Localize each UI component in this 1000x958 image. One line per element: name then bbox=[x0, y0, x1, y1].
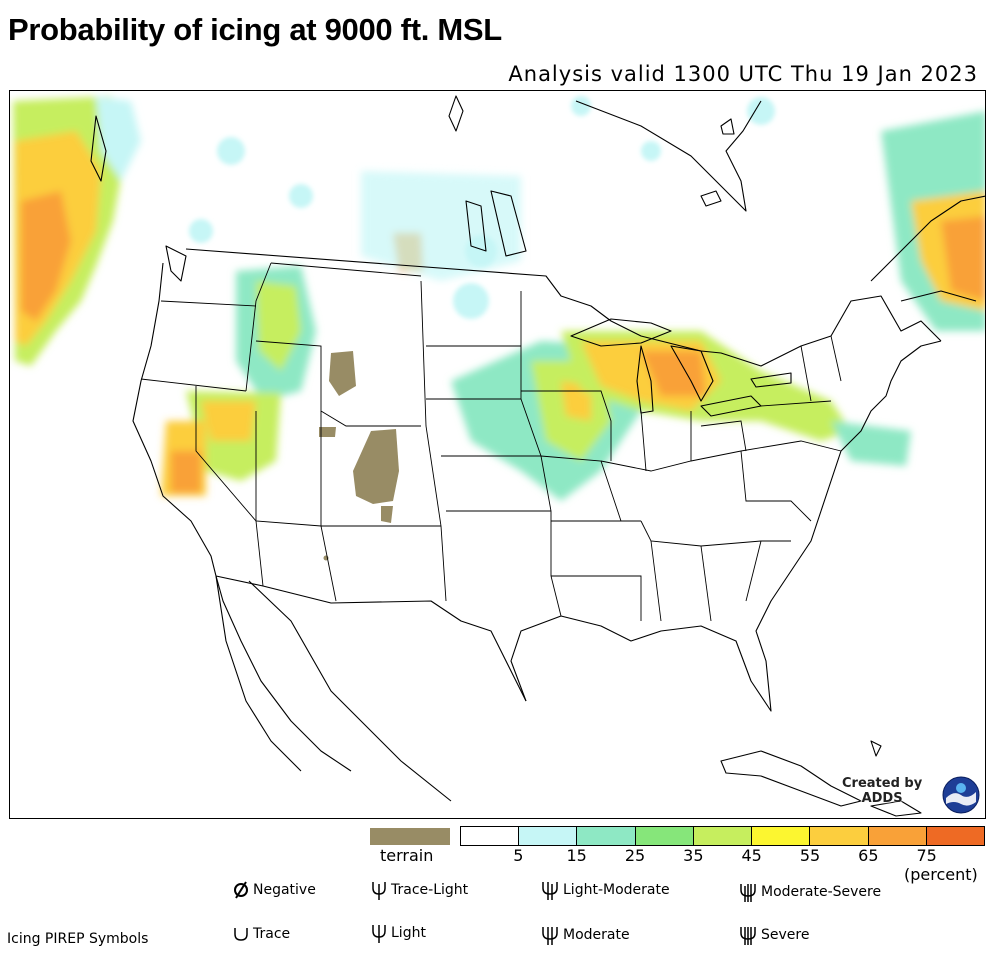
terrain-label: terrain bbox=[380, 846, 434, 865]
pirep-trace-light-label: Trace-Light bbox=[391, 882, 469, 898]
scale-cell bbox=[752, 827, 811, 845]
trace-icon bbox=[234, 928, 248, 941]
scale-cell bbox=[926, 827, 984, 845]
baja-coastline bbox=[215, 575, 302, 772]
lake-michigan bbox=[636, 345, 654, 414]
pirep-trace: Trace bbox=[232, 924, 290, 944]
geographic-boundaries bbox=[90, 95, 985, 817]
pirep-moderate-label: Moderate bbox=[563, 927, 630, 943]
map-title: Probability of icing at 9000 ft. MSL bbox=[8, 12, 502, 47]
credit-line-2: ADDS bbox=[861, 791, 903, 806]
scale-cell bbox=[693, 827, 753, 845]
pirep-trace-light: Trace-Light bbox=[370, 878, 468, 902]
pirep-moderate-severe: Moderate-Severe bbox=[738, 880, 881, 904]
lake-superior bbox=[570, 318, 672, 347]
scale-tick-label: 5 bbox=[513, 846, 524, 865]
scale-unit-label: (percent) bbox=[904, 865, 978, 884]
light-icon bbox=[372, 925, 386, 943]
pirep-negative: Negative bbox=[232, 880, 316, 900]
scale-tick-label: 55 bbox=[799, 846, 821, 865]
terrain-swatch bbox=[370, 828, 450, 845]
analysis-valid-time: Analysis valid 1300 UTC Thu 19 Jan 2023 bbox=[508, 62, 978, 86]
scale-cell bbox=[635, 827, 694, 845]
negative-icon bbox=[234, 881, 248, 899]
credit-line-1: Created by bbox=[842, 776, 923, 791]
hudson-bay bbox=[575, 100, 762, 212]
icing-light-speckle bbox=[189, 96, 775, 319]
state-borders bbox=[140, 262, 842, 622]
us-mexico-border bbox=[215, 575, 527, 702]
pirep-moderate: Moderate bbox=[540, 923, 630, 947]
pacific-coastline bbox=[132, 262, 352, 772]
map-credit: Created by ADDS bbox=[842, 776, 922, 806]
noaa-logo-icon bbox=[942, 776, 980, 814]
scale-cell bbox=[577, 827, 636, 845]
scale-tick-label: 45 bbox=[741, 846, 762, 865]
lake-huron bbox=[670, 345, 714, 402]
scale-cell bbox=[519, 827, 578, 845]
cuba-outline bbox=[720, 750, 862, 807]
pirep-light-moderate-label: Light-Moderate bbox=[563, 882, 670, 898]
pirep-moderate-severe-label: Moderate-Severe bbox=[761, 884, 882, 900]
pirep-light: Light bbox=[370, 921, 426, 945]
pirep-light-moderate: Light-Moderate bbox=[540, 878, 670, 902]
pirep-negative-label: Negative bbox=[253, 882, 316, 898]
scale-tick-label: 15 bbox=[566, 846, 587, 865]
moderate-severe-icon bbox=[740, 884, 756, 902]
scale-cell bbox=[810, 827, 869, 845]
terrain-mask bbox=[319, 351, 399, 561]
severe-icon bbox=[740, 927, 756, 945]
mexico-outline bbox=[248, 580, 452, 802]
scale-tick-label: 25 bbox=[624, 846, 646, 865]
scale-tick-label: 75 bbox=[916, 846, 937, 865]
pirep-legend-title: Icing PIREP Symbols bbox=[7, 931, 149, 947]
light-moderate-icon bbox=[542, 882, 558, 900]
scale-cell bbox=[868, 827, 927, 845]
scale-tick-label: 65 bbox=[858, 846, 879, 865]
pirep-light-label: Light bbox=[391, 925, 426, 941]
trace-light-icon bbox=[372, 882, 386, 900]
scale-tick-label: 35 bbox=[683, 846, 704, 865]
lake-ontario bbox=[750, 372, 792, 388]
canada-us-border bbox=[185, 248, 942, 367]
map-canvas bbox=[13, 95, 985, 817]
icing-probability-map bbox=[9, 90, 986, 819]
pirep-severe: Severe bbox=[738, 923, 809, 947]
probability-color-scale bbox=[460, 826, 985, 846]
atlantic-coastline bbox=[840, 340, 942, 452]
pirep-severe-label: Severe bbox=[761, 927, 810, 943]
scale-cell bbox=[461, 827, 520, 845]
pirep-trace-label: Trace bbox=[253, 926, 291, 942]
moderate-icon bbox=[542, 927, 558, 945]
